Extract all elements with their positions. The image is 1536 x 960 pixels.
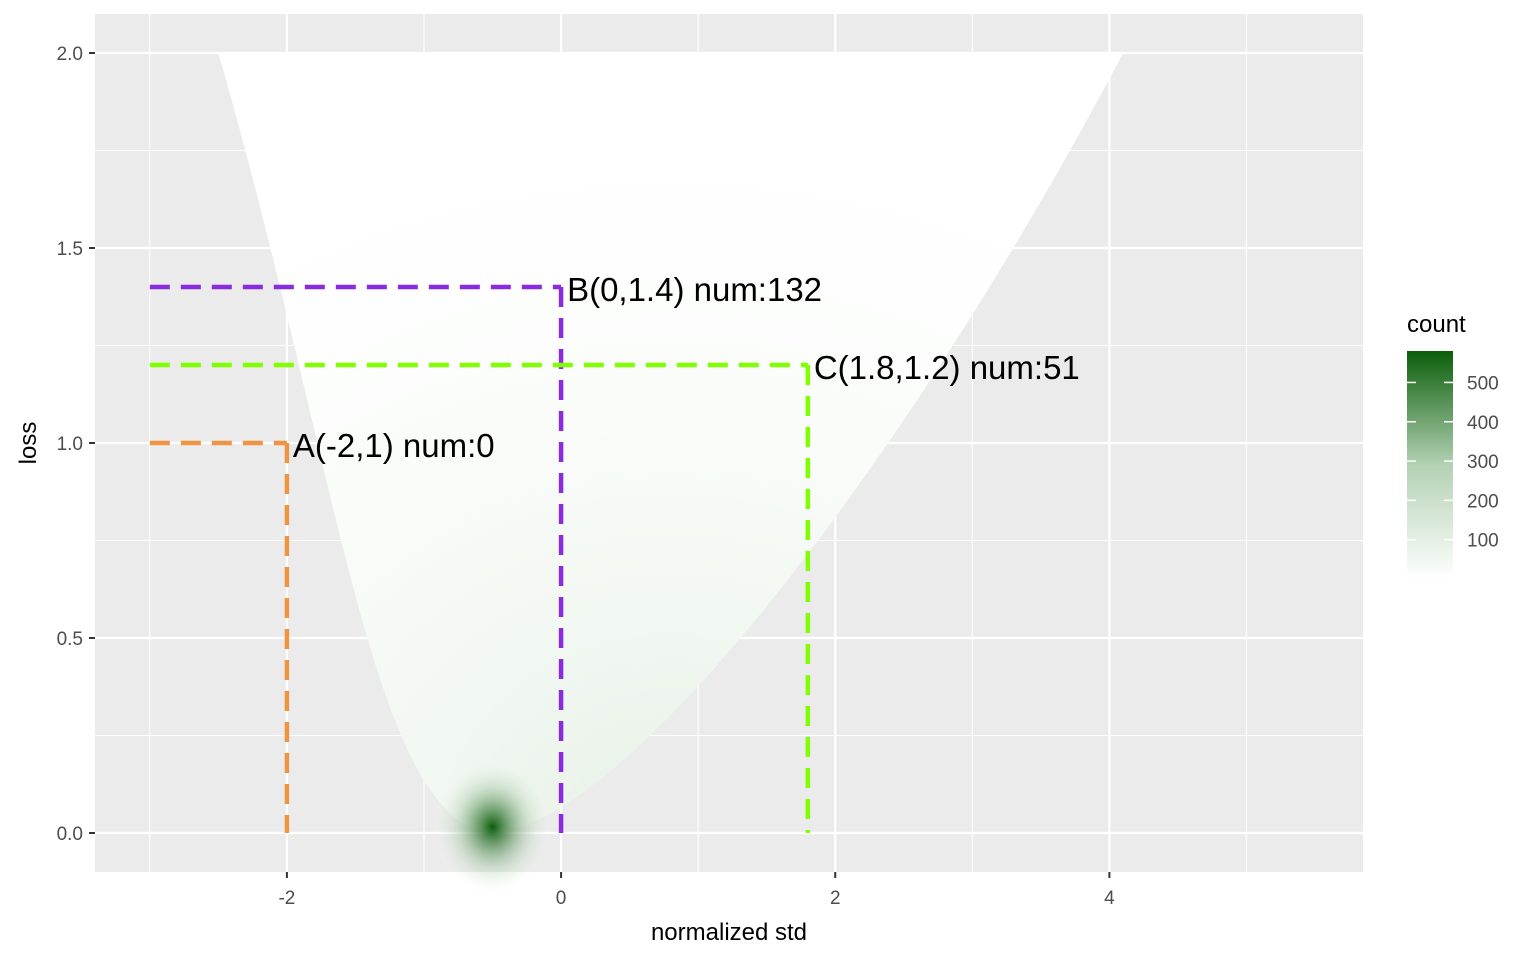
x-tick-label: -2 xyxy=(278,888,295,909)
x-axis-title: normalized std xyxy=(651,919,807,946)
x-axis-ticks: -2 0 2 4 xyxy=(278,872,1115,909)
legend-tick-label: 400 xyxy=(1467,413,1499,434)
legend-tick-label: 200 xyxy=(1467,491,1499,512)
density-cone xyxy=(218,53,1124,897)
legend-tick-label: 300 xyxy=(1467,452,1499,473)
annotation-C: C(1.8,1.2) num:51 xyxy=(814,349,1080,386)
legend-title: count xyxy=(1407,311,1466,338)
y-axis-ticks: 0.0 0.5 1.0 1.5 2.0 xyxy=(57,44,95,845)
x-tick-label: 4 xyxy=(1104,888,1115,909)
legend-ticks: 100 200 300 400 500 xyxy=(1407,373,1499,552)
y-tick-label: 0.0 xyxy=(57,824,83,845)
legend-tick-label: 500 xyxy=(1467,373,1499,394)
legend: count 100 200 300 400 500 xyxy=(1407,311,1499,579)
legend-colorbar xyxy=(1407,351,1453,579)
y-tick-label: 1.5 xyxy=(57,239,83,260)
y-tick-label: 0.5 xyxy=(57,629,83,650)
annotation-B: B(0,1.4) num:132 xyxy=(567,271,822,308)
density-cone-apex xyxy=(432,757,553,897)
y-axis-title: loss xyxy=(15,422,42,465)
x-tick-label: 0 xyxy=(556,888,567,909)
y-tick-label: 1.0 xyxy=(57,434,83,455)
legend-tick-label: 100 xyxy=(1467,531,1499,552)
annotation-guides xyxy=(149,284,811,833)
annotation-labels: A(-2,1) num:0 B(0,1.4) num:132 C(1.8,1.2) … xyxy=(293,271,1080,464)
y-tick-label: 2.0 xyxy=(57,44,83,65)
density-cone-shading xyxy=(218,53,1124,833)
x-tick-label: 2 xyxy=(830,888,841,909)
annotation-A: A(-2,1) num:0 xyxy=(293,427,495,464)
